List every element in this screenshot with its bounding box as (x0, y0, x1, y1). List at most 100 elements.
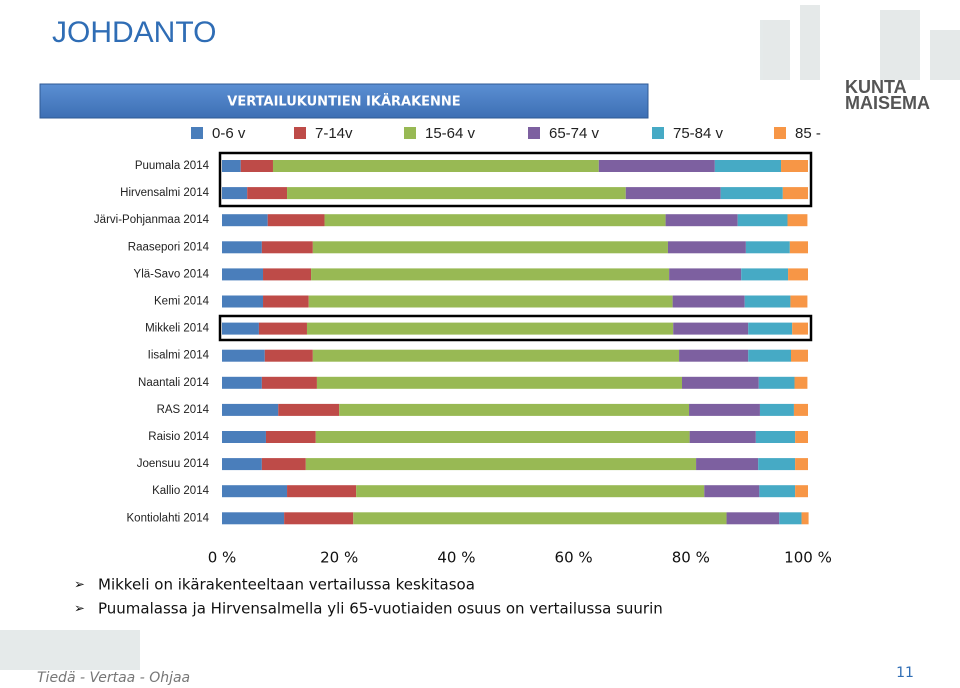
bar-segment (682, 376, 759, 389)
chart: 0 % 20 % 40 % 60 % 80 % 100 % 0-6 v 7-14v 15-64 … (94, 125, 832, 567)
y-tick-label: Raasepori 2014 (128, 241, 210, 253)
bar-segment (222, 214, 268, 227)
bar-segment (263, 295, 309, 308)
bar-segment (305, 458, 697, 471)
legend-swatch (191, 127, 203, 139)
logo-line: MAISEMA (845, 93, 930, 113)
bar-segment (679, 349, 749, 362)
bar-segment (222, 458, 262, 471)
x-tick-label: 80 % (672, 549, 710, 567)
bar-segment (720, 187, 783, 200)
x-tick-label: 20 % (320, 549, 358, 567)
y-tick-label: Kemi 2014 (154, 296, 210, 308)
bar-segment (324, 214, 666, 227)
bar-segment (704, 485, 760, 498)
bar-segment (790, 295, 808, 308)
bar-segment (222, 322, 259, 335)
legend-label: 65-74 v (549, 125, 600, 142)
highlight-box (218, 151, 813, 208)
bar-segment (222, 187, 248, 200)
bar-segment (748, 322, 793, 335)
y-tick-label: Naantali 2014 (138, 377, 210, 389)
bar-segment (264, 349, 313, 362)
y-tick-label: Kontiolahti 2014 (127, 512, 210, 524)
bar-segment (222, 485, 288, 498)
bar-segment (222, 349, 265, 362)
x-tick-label: 40 % (437, 549, 475, 567)
bar-segment (665, 214, 738, 227)
bar-segment (308, 295, 673, 308)
bar-segment (625, 187, 721, 200)
bar-segment (745, 241, 790, 254)
x-tick-label: 100 % (784, 549, 832, 567)
bar-segment (696, 458, 759, 471)
y-tick-label: RAS 2014 (157, 404, 210, 416)
slide-title: JOHDANTO (52, 16, 216, 49)
bullet-marker: ➢ (74, 602, 85, 617)
y-tick-label: Ylä-Savo 2014 (134, 268, 210, 280)
bar-segment (261, 458, 306, 471)
y-tick-label: Kallio 2014 (152, 485, 210, 497)
legend-label: 7-14v (315, 125, 353, 142)
bar-segment (222, 241, 262, 254)
bar-segment (222, 431, 266, 443)
legend-swatch (294, 127, 306, 139)
y-tick-label: Joensuu 2014 (137, 458, 210, 470)
bar-segment (284, 512, 354, 525)
bar-segment (222, 512, 285, 525)
bar-segment (315, 431, 690, 443)
bar-segment (222, 268, 264, 281)
bar-segment (287, 187, 626, 200)
bar-segment (667, 241, 746, 254)
bar-segment (265, 431, 316, 443)
bar-segment (278, 403, 340, 416)
y-tick-label: Mikkeli 2014 (145, 323, 210, 335)
bar-segment (356, 485, 705, 498)
y-tick-label: Puumala 2014 (135, 160, 210, 172)
bar-segment (222, 376, 262, 389)
legend-label: 15-64 v (425, 125, 476, 142)
bar-segment (795, 485, 808, 498)
bar-segment (247, 187, 288, 200)
legend-swatch (528, 127, 540, 139)
chart-title-box (39, 83, 649, 119)
bar-segment (759, 485, 796, 498)
bar-segment (794, 376, 808, 389)
legend-label: 85 - (795, 125, 821, 142)
bar-segment (793, 403, 808, 416)
bar-segment (744, 295, 791, 308)
x-tick-label: 0 % (208, 549, 237, 567)
bar-segment (287, 485, 357, 498)
bar-segment (714, 160, 782, 172)
bar-segment (758, 376, 795, 389)
y-tick-label: Hirvensalmi 2014 (120, 187, 209, 199)
bar-segment (755, 431, 796, 443)
bar-segment (306, 322, 674, 335)
bar-segment (222, 295, 264, 308)
bar-segment (272, 160, 599, 172)
bar-segment (673, 322, 749, 335)
bar-segment (222, 403, 279, 416)
bar-segment (261, 241, 313, 254)
x-tick-label: 60 % (555, 549, 593, 567)
bar-segment (222, 160, 241, 172)
bar-segment (261, 376, 317, 389)
bar-segment (788, 268, 808, 281)
bar-segment (339, 403, 690, 416)
bar-segment (737, 214, 788, 227)
bar-segment (689, 403, 760, 416)
bar-segment (311, 268, 670, 281)
y-tick-label: Järvi-Pohjanmaa 2014 (94, 214, 210, 226)
bar-segment (669, 268, 742, 281)
bar-segment (781, 160, 808, 172)
bar-segment (791, 349, 808, 362)
y-tick-label: Raisio 2014 (148, 431, 209, 443)
legend-swatch (774, 127, 786, 139)
bullet-text: Puumalassa ja Hirvensalmella yli 65-vuot… (98, 600, 663, 618)
bar-segment (312, 349, 680, 362)
legend-label: 0-6 v (212, 125, 246, 142)
bar-segment (758, 458, 796, 471)
bar-segment (789, 241, 808, 254)
bar-segment (598, 160, 715, 172)
